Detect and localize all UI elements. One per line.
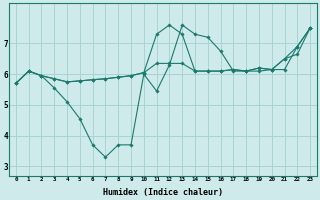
X-axis label: Humidex (Indice chaleur): Humidex (Indice chaleur) xyxy=(103,188,223,197)
